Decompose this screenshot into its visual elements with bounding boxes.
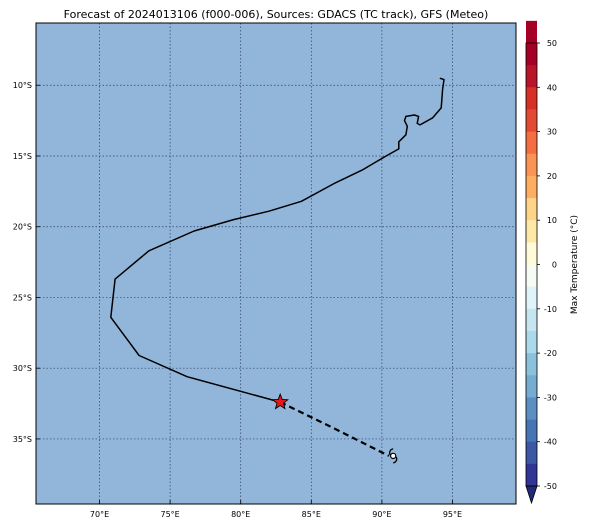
- colorbar-tick-label: 30: [547, 128, 557, 137]
- colorbar-label: Max Temperature (°C): [570, 215, 580, 314]
- cyclone-symbol-icon: [389, 448, 398, 464]
- y-tick-label: 35°S: [13, 435, 32, 444]
- past-track-line: [110, 77, 445, 403]
- colorbar-band: [526, 353, 537, 376]
- colorbar-band: [526, 441, 537, 465]
- colorbar-band: [526, 264, 537, 288]
- colorbar-tick-label: 40: [547, 83, 557, 92]
- colorbar-tick-label: 10: [547, 216, 557, 225]
- cyclone-eye: [389, 452, 397, 460]
- y-tick-label: 30°S: [13, 364, 32, 373]
- x-tick-label: 90°E: [372, 510, 391, 519]
- colorbar-tick-label: -40: [544, 438, 557, 447]
- colorbar-band: [526, 153, 537, 177]
- colorbar-band: [526, 175, 537, 199]
- colorbar-band: [526, 397, 537, 420]
- map-area: 70°E 75°E 80°E 85°E 90°E 95°E 10°S 15°S 20°S 25°S…: [13, 22, 517, 519]
- colorbar-band: [526, 87, 537, 110]
- forecast-track-line: [279, 401, 390, 457]
- colorbar-band: [526, 131, 537, 155]
- y-tick-label: 20°S: [13, 223, 32, 232]
- colorbar-band: [526, 308, 537, 332]
- x-tick-label: 70°E: [90, 510, 109, 519]
- colorbar-tick-label: -30: [544, 393, 557, 402]
- colorbar-band: [526, 65, 537, 88]
- map-frame: [35, 22, 517, 505]
- colorbar-band: [526, 242, 537, 265]
- colorbar-band: [526, 198, 537, 221]
- x-tick-label: 85°E: [302, 510, 321, 519]
- colorbar-tick-label: 0: [552, 261, 557, 270]
- chart-title: Forecast of 2024013106 (f000-006), Sourc…: [63, 8, 489, 21]
- y-tick-label: 10°S: [13, 81, 32, 90]
- y-tick-label: 15°S: [13, 152, 32, 161]
- colorbar-tick-label: -10: [544, 305, 557, 314]
- colorbar-band: [526, 220, 537, 243]
- colorbar-band: [526, 109, 537, 132]
- colorbar-tick-label: 20: [547, 172, 557, 181]
- colorbar-band: [526, 286, 537, 310]
- cyclone-arm-bottom: [392, 456, 398, 464]
- colorbar-band: [526, 419, 537, 443]
- colorbar-extend-bottom: [525, 485, 538, 505]
- cyclone-arm-top: [389, 448, 394, 456]
- y-tick-label: 25°S: [13, 293, 32, 302]
- x-tick-label: 75°E: [161, 510, 180, 519]
- colorbar-band: [526, 375, 537, 398]
- colorbar-band: [526, 463, 537, 487]
- x-tick-label: 95°E: [443, 510, 462, 519]
- ocean-background: [36, 23, 516, 504]
- colorbar-tick-label: 50: [547, 39, 557, 48]
- colorbar: 50 40 30 20 10 0 -10 -20 -30 -40 -50 Max Temperatur…: [525, 20, 580, 505]
- colorbar-tick-label: -20: [544, 349, 557, 358]
- colorbar-band: [526, 330, 537, 354]
- storm-position-star-icon: [271, 392, 289, 410]
- colorbar-tick-label: -50: [544, 482, 557, 491]
- x-tick-label: 80°E: [231, 510, 250, 519]
